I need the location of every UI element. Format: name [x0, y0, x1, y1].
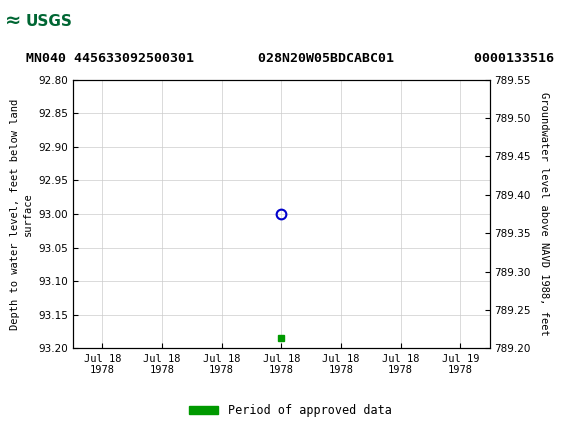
- Text: MN040 445633092500301        028N20W05BDCABC01          0000133516: MN040 445633092500301 028N20W05BDCABC01 …: [26, 52, 554, 65]
- Text: USGS: USGS: [26, 14, 73, 29]
- Text: ≈: ≈: [5, 11, 21, 30]
- Bar: [3, 3, 78, 42]
- Y-axis label: Depth to water level, feet below land
surface: Depth to water level, feet below land su…: [10, 98, 33, 329]
- Legend: Period of approved data: Period of approved data: [184, 399, 396, 422]
- Y-axis label: Groundwater level above NAVD 1988, feet: Groundwater level above NAVD 1988, feet: [539, 92, 549, 336]
